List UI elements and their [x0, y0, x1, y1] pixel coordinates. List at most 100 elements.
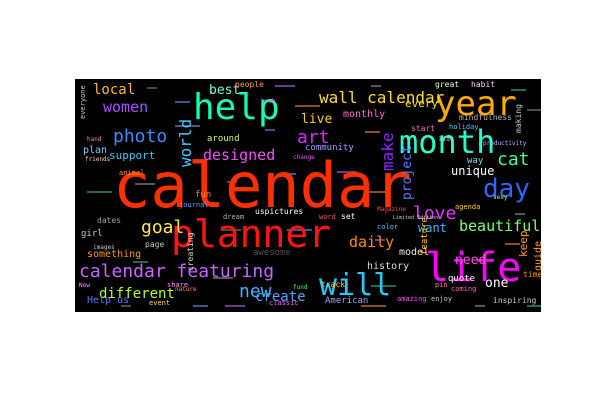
- word-need: need: [455, 253, 486, 268]
- word-page: page: [145, 240, 164, 249]
- word-habit: habit: [471, 80, 495, 89]
- word-fund: fund: [293, 284, 308, 291]
- word-something: something: [87, 249, 141, 260]
- word-coming: coming: [451, 285, 476, 293]
- word-live: live: [301, 112, 332, 127]
- word-day: day: [483, 174, 530, 204]
- word-create: create: [255, 289, 306, 305]
- word-world: world: [176, 119, 195, 167]
- word-change: change: [293, 154, 315, 161]
- filler-word-mark: [527, 109, 541, 111]
- word-friends: friends: [85, 156, 111, 163]
- word-beautiful: beautiful: [459, 217, 540, 235]
- word-making: making: [514, 104, 523, 133]
- word-hand: hand: [87, 136, 102, 143]
- word-project: project: [400, 145, 415, 200]
- word-people: people: [235, 80, 264, 89]
- word-journal: journal: [179, 201, 209, 209]
- word-way: way: [467, 156, 484, 166]
- filler-word-mark: [475, 305, 485, 307]
- word-photo: photo: [113, 126, 167, 147]
- word-local: local: [93, 82, 135, 98]
- word-make: make: [378, 132, 397, 171]
- word-calendar: calendar: [113, 149, 412, 222]
- word-dates: dates: [97, 216, 121, 225]
- word-new: new: [239, 281, 272, 302]
- word-limited-edition: Limited Edition: [393, 215, 438, 221]
- word-track: track: [321, 280, 345, 289]
- filler-word-mark: [295, 105, 320, 107]
- word-monthly: monthly: [343, 109, 385, 120]
- word-will: will: [319, 268, 391, 303]
- word-share: share: [167, 281, 188, 289]
- word-now: Now: [79, 282, 90, 289]
- word-set: set: [341, 212, 356, 221]
- filler-word-mark: [505, 243, 520, 245]
- word-american: American: [325, 296, 368, 306]
- filler-word-mark: [175, 101, 190, 103]
- filler-word-mark: [527, 305, 541, 307]
- word-uspictures: uspictures: [255, 207, 303, 216]
- word-year: year: [435, 84, 517, 124]
- word-pin: pin: [435, 281, 448, 289]
- word-color: color: [377, 223, 398, 231]
- word-women: women: [103, 98, 148, 116]
- filler-word-mark: [225, 305, 245, 307]
- word-amazing: amazing: [397, 295, 427, 303]
- word-keep: keep: [517, 231, 530, 258]
- word-images: images: [93, 244, 115, 251]
- word-community: community: [305, 143, 354, 153]
- word-word: word: [319, 213, 336, 221]
- word-productivity: productivity: [483, 140, 527, 147]
- word-support: support: [109, 149, 155, 162]
- word-magazine: Magazine: [377, 206, 406, 213]
- word-event: event: [149, 299, 170, 307]
- filler-word-mark: [121, 305, 131, 307]
- word-quote: quote: [448, 274, 475, 284]
- word-dream: dream: [223, 213, 244, 221]
- word-goal: goal: [141, 217, 184, 238]
- word-creating: creating: [186, 232, 195, 271]
- word-unique: unique: [451, 164, 494, 178]
- filler-word-mark: [371, 285, 396, 287]
- filler-word-mark: [227, 181, 237, 183]
- word-different: different: [99, 286, 175, 302]
- word-plan: plan: [83, 145, 107, 156]
- filler-word-mark: [371, 85, 381, 87]
- word-month: month: [399, 123, 495, 161]
- word-girl: girl: [81, 229, 103, 239]
- filler-word-mark: [213, 277, 233, 279]
- word-cat: cat: [497, 149, 530, 170]
- word-holiday: holiday: [449, 123, 479, 131]
- word-model: model: [399, 247, 429, 258]
- word-classic: classic: [269, 299, 299, 307]
- filler-word-mark: [265, 129, 275, 131]
- word-inspiring: inspiring: [493, 296, 537, 305]
- filler-word-mark: [135, 183, 155, 185]
- word-everyone: everyone: [79, 85, 87, 119]
- filler-word-mark: [275, 85, 295, 87]
- filler-word-mark: [515, 213, 525, 215]
- filler-word-mark: [337, 171, 357, 173]
- word-life: life: [425, 245, 521, 291]
- word-book: book: [261, 98, 276, 105]
- filler-word-mark: [375, 239, 385, 241]
- word-art: art: [297, 127, 330, 148]
- filler-word-mark: [87, 191, 112, 193]
- word-mindfulness: mindfulness: [459, 113, 512, 122]
- word-nature: nature: [175, 286, 197, 293]
- word-one: one: [485, 276, 509, 291]
- word-planner: planner: [171, 212, 331, 256]
- word-feature: feature: [420, 217, 430, 255]
- word-best: best: [209, 83, 240, 98]
- filler-word-mark: [133, 261, 148, 263]
- word-time: time: [523, 270, 541, 279]
- filler-word-mark: [147, 87, 157, 89]
- filler-word-mark: [365, 131, 380, 133]
- word-help-us: Help us: [87, 295, 129, 306]
- word-love: love: [413, 203, 456, 224]
- filler-word-mark: [221, 229, 241, 231]
- word-around: around: [207, 134, 240, 144]
- word-help: help: [193, 87, 280, 128]
